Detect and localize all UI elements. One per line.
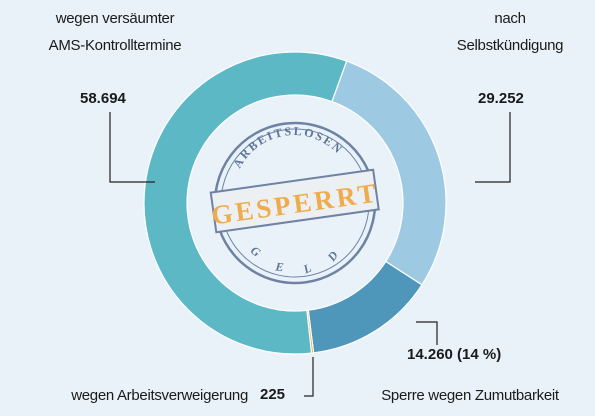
category-label: wegen versäumter AMS-Kontrolltermine xyxy=(48,10,182,54)
value-label: 29.252 xyxy=(478,90,524,107)
category-label: nach Selbstkündigung xyxy=(456,10,564,54)
donut-slice xyxy=(143,51,348,355)
stamp-band xyxy=(209,168,380,234)
value-label: 58.694 xyxy=(80,90,126,107)
leader-line xyxy=(304,357,314,397)
value-label: 14.260 (14 %) xyxy=(407,346,502,363)
stamp-top-text: ARBEITSLOSEN xyxy=(226,116,348,171)
donut-slice xyxy=(307,260,423,354)
category-label: Sperre wegen Zumutbarkeit xyxy=(381,387,559,404)
leader-line xyxy=(109,112,155,183)
value-label: 225 xyxy=(260,386,286,403)
leader-line xyxy=(475,112,511,183)
stamp-top: ARBEITSLOSEN xyxy=(226,116,348,171)
leader-line xyxy=(416,321,438,345)
category-label: wegen Arbeitsverweigerung xyxy=(71,387,248,404)
